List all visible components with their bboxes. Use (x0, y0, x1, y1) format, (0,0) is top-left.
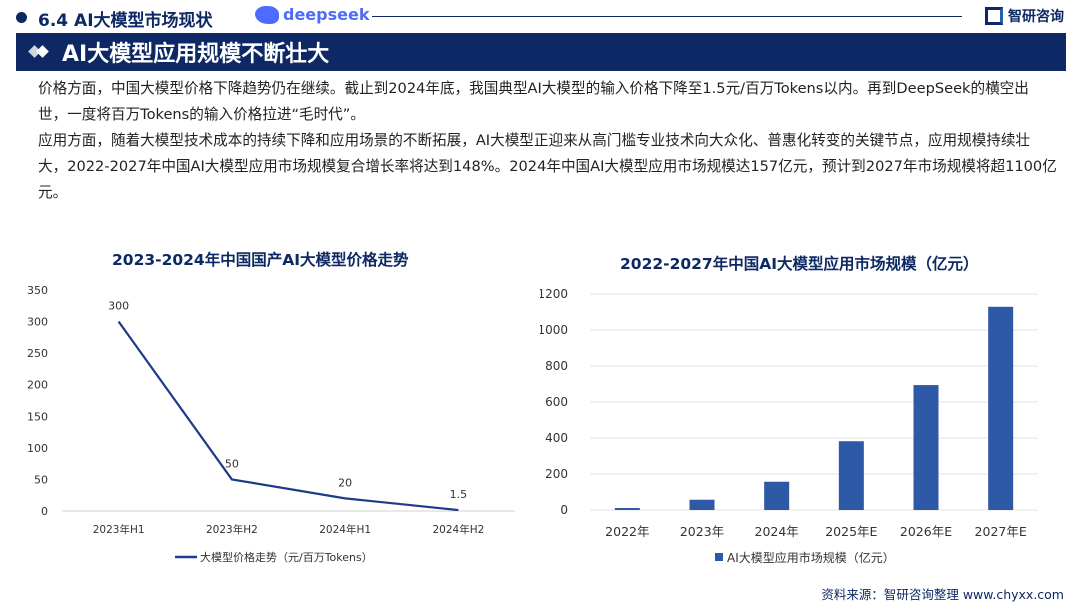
brand-icon (985, 7, 1003, 25)
y-tick-label: 0 (41, 505, 48, 518)
whale-icon (255, 5, 279, 24)
x-tick-label: 2023年H1 (93, 523, 145, 536)
y-tick-label: 800 (545, 359, 568, 373)
x-tick-label: 2024年H2 (432, 523, 484, 536)
legend-label: 大模型价格走势（元/百万Tokens） (200, 550, 373, 564)
legend-label: AI大模型应用市场规模（亿元） (727, 550, 895, 565)
banner-title: AI大模型应用规模不断壮大 (62, 42, 330, 67)
x-tick-label: 2023年H2 (206, 523, 258, 536)
brand-name: 智研咨询 (1008, 9, 1064, 25)
bullet-icon (16, 12, 27, 23)
y-tick-label: 50 (34, 473, 48, 486)
section-title: 6.4 AI大模型市场现状 (38, 11, 213, 31)
y-tick-label: 300 (27, 316, 48, 329)
y-tick-label: 600 (545, 395, 568, 409)
line-chart-title: 2023-2024年中国国产AI大模型价格走势 (112, 251, 409, 269)
bar-2026年E (913, 385, 939, 510)
divider (372, 16, 962, 17)
bar-chart: 0 200 400 600 800 1000 1200 2022年 2023年 2024年 2025… (540, 287, 1038, 565)
x-tick-label: 2026年E (900, 524, 952, 539)
y-tick-label: 0 (560, 503, 568, 517)
body-text: 价格方面，中国大模型价格下降趋势仍在继续。截止到2024年底，我国典型AI大模型… (38, 76, 1058, 206)
bar-chart-title: 2022-2027年中国AI大模型应用市场规模（亿元） (620, 255, 979, 273)
x-tick-label: 2024年H1 (319, 523, 371, 536)
bar-2024年 (764, 481, 790, 510)
data-label: 1.5 (450, 488, 468, 501)
paragraph-application: 应用方面，随着大模型技术成本的持续下降和应用场景的不断拓展，AI大模型正迎来从高… (38, 132, 1057, 201)
x-tick-label: 2025年E (825, 524, 877, 539)
diamond-icon (30, 46, 48, 58)
bar-2027年E (988, 306, 1014, 510)
x-tick-label: 2023年 (680, 524, 724, 539)
y-tick-label: 400 (545, 431, 568, 445)
y-tick-label: 250 (27, 347, 48, 360)
logo-text: deepseek (283, 5, 370, 24)
y-tick-label: 1200 (540, 287, 568, 301)
top-header: 6.4 AI大模型市场现状 deepseek 智研咨询 (0, 0, 1080, 36)
paragraph-price: 价格方面，中国大模型价格下降趋势仍在继续。截止到2024年底，我国典型AI大模型… (38, 80, 1029, 123)
x-tick-label: 2024年 (755, 524, 799, 539)
data-label: 300 (108, 300, 129, 313)
y-tick-label: 100 (27, 442, 48, 455)
price-line (117, 320, 459, 512)
bar-2023年 (689, 499, 715, 510)
line-chart: 0 50 100 150 200 250 300 350 2023年H1 2023年H2 2024年… (27, 284, 515, 564)
brand-logo: 智研咨询 (985, 6, 1064, 26)
x-tick-label: 2027年E (975, 524, 1027, 539)
data-label: 20 (338, 476, 352, 489)
y-tick-label: 200 (27, 379, 48, 392)
y-tick-label: 350 (27, 284, 48, 297)
source-footer: 资料来源：智研咨询整理 www.chyxx.com (821, 587, 1064, 602)
deepseek-logo: deepseek (255, 5, 369, 24)
data-label: 50 (225, 457, 239, 470)
banner: AI大模型应用规模不断壮大 (16, 33, 1066, 71)
y-tick-label: 150 (27, 410, 48, 423)
y-tick-label: 1000 (540, 323, 568, 337)
y-tick-label: 200 (545, 467, 568, 481)
bar-2022年 (614, 508, 640, 510)
bar-2025年E (838, 441, 864, 510)
legend-swatch (715, 553, 723, 561)
x-tick-label: 2022年 (605, 524, 649, 539)
